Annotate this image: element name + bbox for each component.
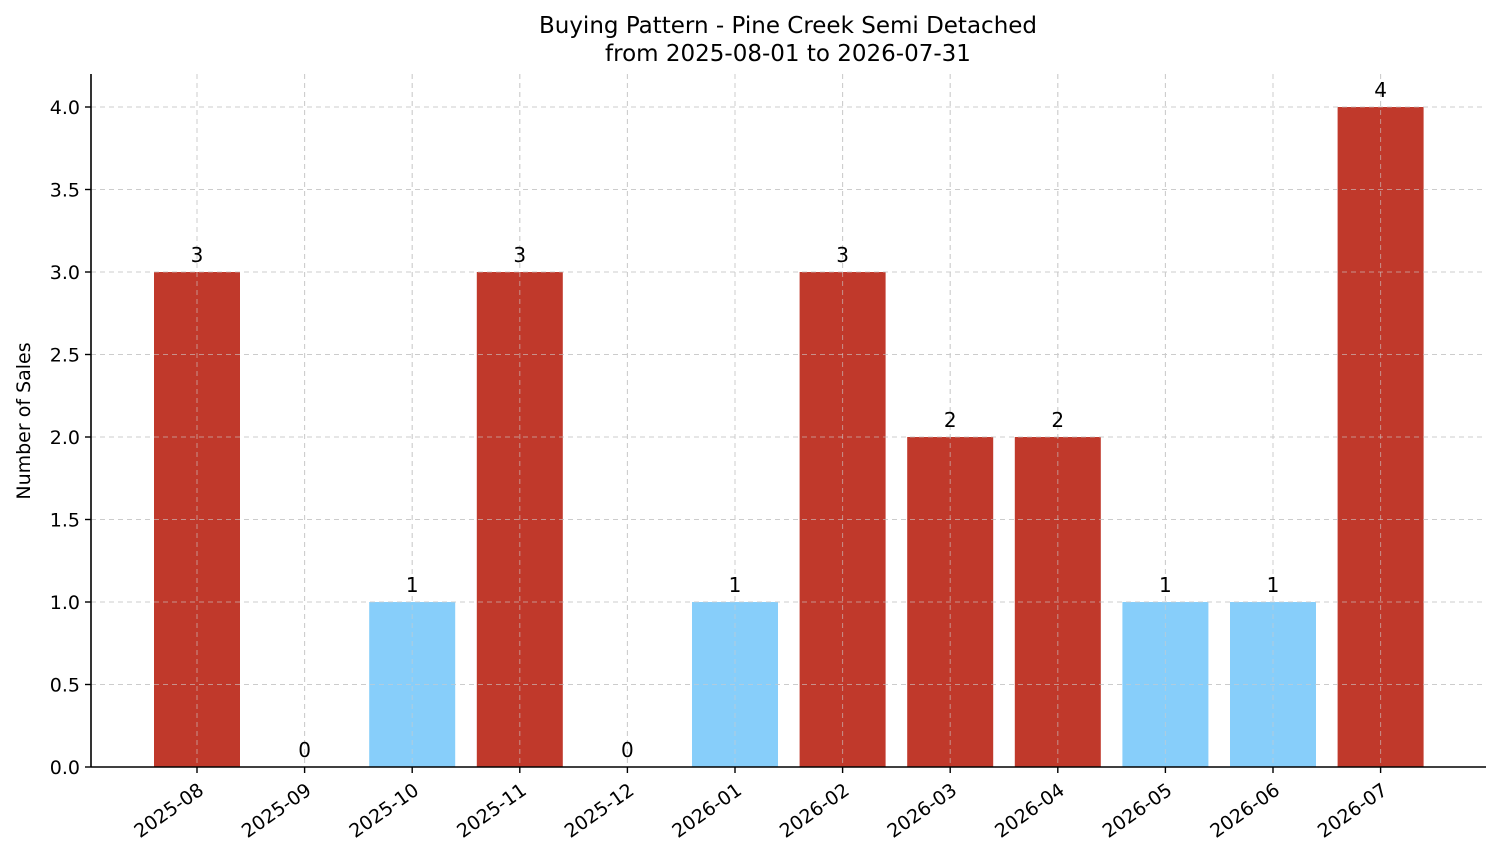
y-tick-label: 3.0 bbox=[50, 262, 80, 284]
y-tick-label: 0.0 bbox=[50, 757, 80, 779]
x-tick-label: 2025-09 bbox=[238, 779, 316, 843]
bar-value-label: 4 bbox=[1374, 78, 1387, 102]
bar-value-label: 0 bbox=[298, 738, 311, 762]
bar-value-label: 3 bbox=[513, 243, 526, 267]
y-tick-label: 0.5 bbox=[50, 675, 80, 697]
x-tick-label: 2026-03 bbox=[883, 779, 961, 843]
bar-value-label: 3 bbox=[836, 243, 849, 267]
x-tick-label: 2025-08 bbox=[130, 779, 208, 843]
y-tick-label: 4.0 bbox=[50, 97, 80, 119]
bar-value-label: 0 bbox=[621, 738, 634, 762]
y-tick-label: 2.5 bbox=[50, 345, 80, 367]
x-tick-label: 2026-04 bbox=[991, 779, 1069, 843]
x-tick-label: 2025-10 bbox=[345, 779, 423, 843]
bar-value-label: 2 bbox=[944, 408, 957, 432]
x-tick-label: 2026-07 bbox=[1314, 779, 1392, 843]
y-axis-label: Number of Sales bbox=[13, 342, 35, 499]
bar-value-label: 1 bbox=[1267, 573, 1280, 597]
chart-subtitle: from 2025-08-01 to 2026-07-31 bbox=[605, 41, 971, 67]
x-tick-label: 2026-01 bbox=[668, 779, 746, 843]
x-tick-label: 2025-12 bbox=[561, 779, 639, 843]
label-layer: 3 0 1 3 0 1 3 2 2 1 1 4 bbox=[191, 78, 1387, 762]
chart-title: Buying Pattern - Pine Creek Semi Detache… bbox=[539, 13, 1037, 39]
y-tick-label: 2.0 bbox=[50, 427, 80, 449]
bar-value-label: 3 bbox=[191, 243, 204, 267]
x-tick-label: 2026-06 bbox=[1206, 779, 1284, 843]
y-tick-label: 1.5 bbox=[50, 510, 80, 532]
y-tick-label: 3.5 bbox=[50, 180, 80, 202]
bar-value-label: 2 bbox=[1051, 408, 1064, 432]
x-tick-label: 2026-05 bbox=[1099, 779, 1177, 843]
bar-value-label: 1 bbox=[1159, 573, 1172, 597]
bar-value-label: 1 bbox=[406, 573, 419, 597]
y-tick-label: 1.0 bbox=[50, 592, 80, 614]
x-tick-label: 2025-11 bbox=[453, 779, 531, 843]
bar-value-label: 1 bbox=[729, 573, 742, 597]
x-tick-label: 2026-02 bbox=[776, 779, 854, 843]
